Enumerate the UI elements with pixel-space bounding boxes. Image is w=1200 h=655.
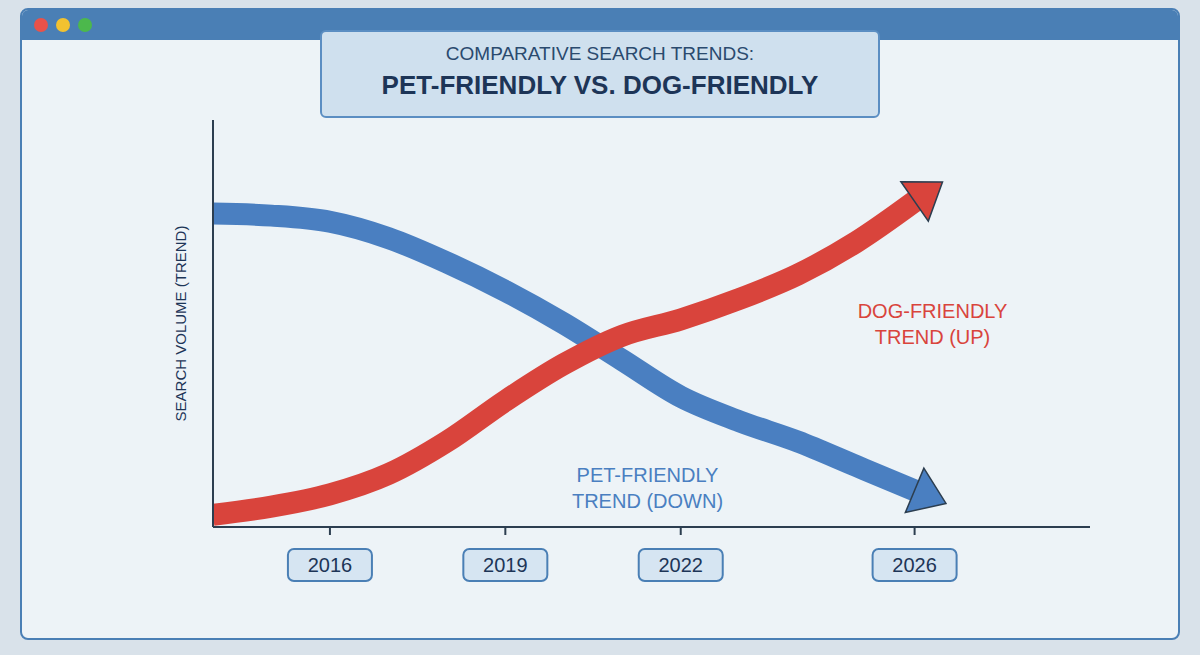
html-text:DOG-FRIENDLY TREND (UP): DOG-FRIENDLY TREND (UP) <box>857 300 1008 348</box>
svg-text:2019: 2019 <box>483 554 528 576</box>
svg-text:SEARCH VOLUME (TREND): SEARCH VOLUME (TREND) <box>172 226 189 422</box>
svg-text:2026: 2026 <box>892 554 937 576</box>
svg-text:2016: 2016 <box>308 554 353 576</box>
svg-text:2022: 2022 <box>658 554 703 576</box>
html-text:PET-FRIENDLY TREND (DOWN): PET-FRIENDLY TREND (DOWN) <box>572 464 723 512</box>
html-text:PET-FRIENDLY VS. DOG-FRIENDLY: PET-FRIENDLY VS. DOG-FRIENDLY <box>381 70 819 100</box>
html-text:COMPARATIVE SEARCH TRENDS:: COMPARATIVE SEARCH TRENDS: <box>445 43 755 64</box>
